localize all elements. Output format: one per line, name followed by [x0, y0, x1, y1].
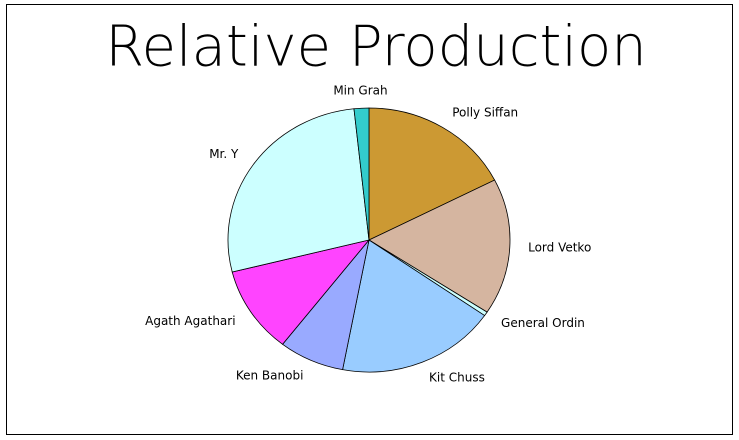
slice-label: Lord Vetko — [528, 240, 591, 254]
slice-label: Mr. Y — [209, 147, 239, 161]
pie-slice — [353, 107, 370, 241]
pie-slice — [227, 108, 370, 273]
slice-label: Polly Siffan — [452, 105, 518, 119]
slice-label: Min Grah — [333, 84, 387, 98]
pie-slice — [368, 179, 511, 313]
pie-slice — [231, 239, 371, 345]
chart-title: Relative Production — [105, 14, 647, 79]
slice-label: Ken Banobi — [236, 368, 304, 382]
slice-label: Agath Agathari — [145, 314, 235, 328]
pie-slice — [368, 107, 496, 241]
slice-label: General Ordin — [501, 316, 585, 330]
pie-slice — [342, 239, 486, 373]
slice-label: Kit Chuss — [429, 371, 485, 385]
